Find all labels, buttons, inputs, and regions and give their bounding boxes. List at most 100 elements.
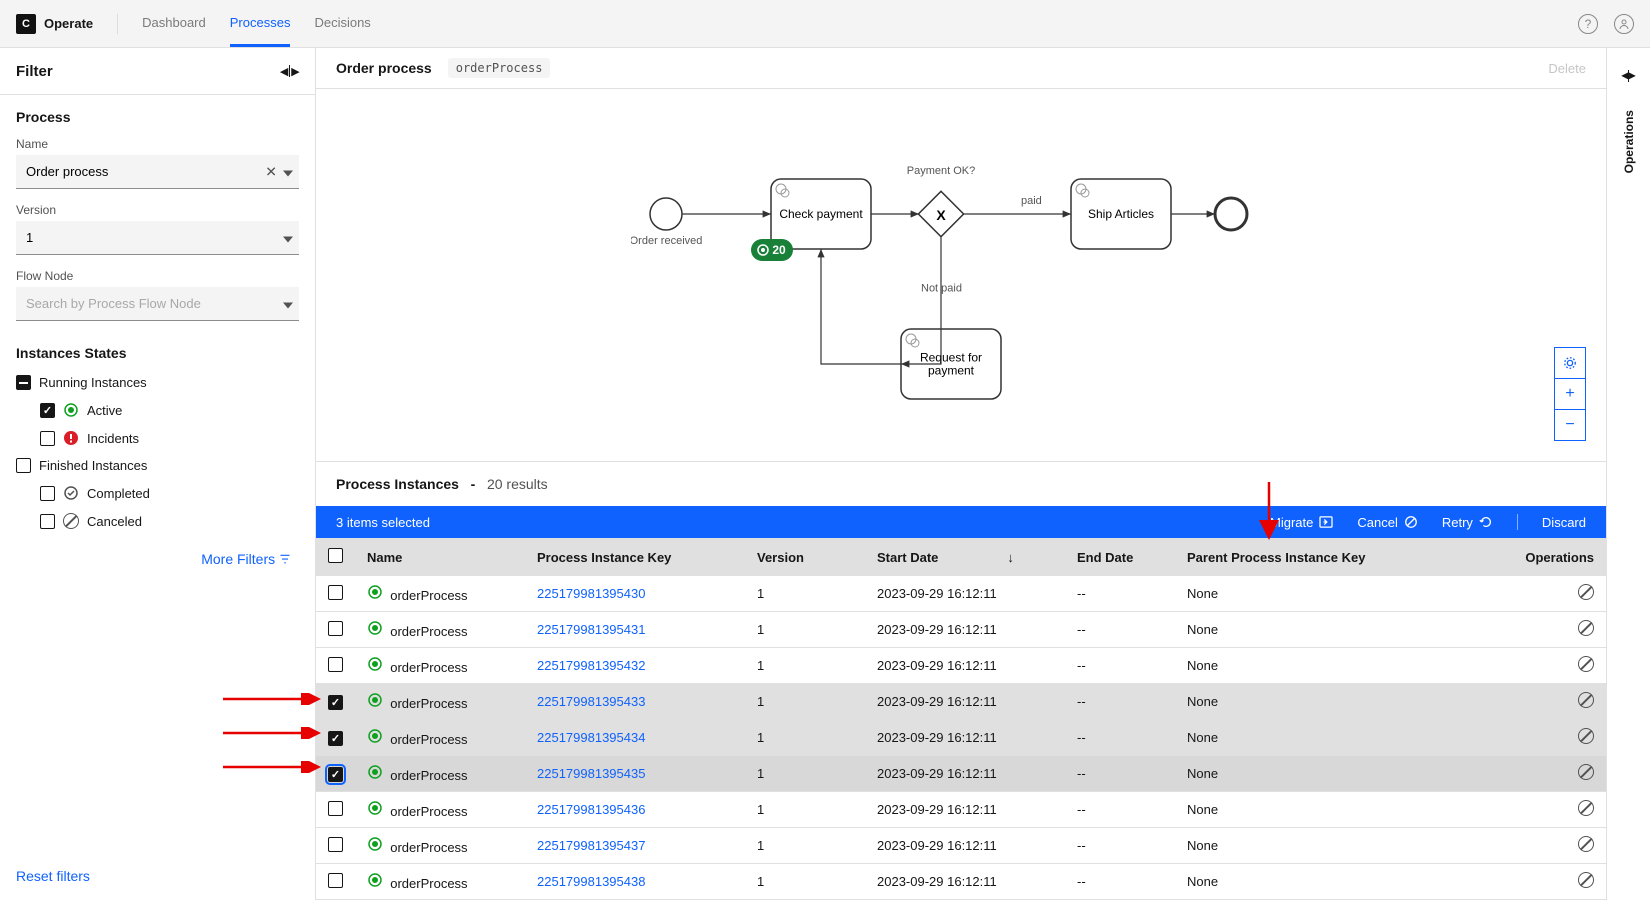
- row-checkbox[interactable]: [328, 731, 343, 746]
- table-row[interactable]: orderProcess22517998139543412023-09-29 1…: [316, 720, 1606, 756]
- finished-row[interactable]: Finished Instances: [0, 452, 315, 479]
- incidents-checkbox[interactable]: [40, 431, 55, 446]
- col-parent[interactable]: Parent Process Instance Key: [1175, 538, 1466, 576]
- running-row[interactable]: Running Instances: [0, 369, 315, 396]
- table-row[interactable]: orderProcess22517998139543612023-09-29 1…: [316, 792, 1606, 828]
- delete-link[interactable]: Delete: [1548, 61, 1586, 76]
- table-row[interactable]: orderProcess22517998139543212023-09-29 1…: [316, 648, 1606, 684]
- version-input[interactable]: [16, 221, 299, 255]
- row-checkbox[interactable]: [328, 837, 343, 852]
- cancel-instance-icon[interactable]: [1578, 764, 1594, 780]
- table-row[interactable]: orderProcess22517998139543712023-09-29 1…: [316, 828, 1606, 864]
- bpmn-diagram: Order receivedCheck payment20Request for…: [631, 129, 1291, 409]
- user-icon[interactable]: [1614, 14, 1634, 34]
- cancel-instance-icon[interactable]: [1578, 872, 1594, 888]
- row-parent: None: [1175, 792, 1466, 828]
- instance-key-link[interactable]: 225179981395438: [537, 874, 645, 889]
- flownode-chevron-icon[interactable]: [283, 297, 293, 312]
- version-chevron-icon[interactable]: [283, 231, 293, 246]
- table-row[interactable]: orderProcess22517998139543512023-09-29 1…: [316, 756, 1606, 792]
- canceled-row[interactable]: Canceled: [0, 507, 315, 535]
- running-checkbox[interactable]: [16, 375, 31, 390]
- canceled-label: Canceled: [87, 514, 142, 529]
- instance-key-link[interactable]: 225179981395436: [537, 802, 645, 817]
- table-row[interactable]: orderProcess22517998139543012023-09-29 1…: [316, 576, 1606, 612]
- instance-key-link[interactable]: 225179981395433: [537, 694, 645, 709]
- instance-key-link[interactable]: 225179981395432: [537, 658, 645, 673]
- tab-decisions[interactable]: Decisions: [314, 1, 370, 46]
- svg-text:X: X: [936, 207, 946, 223]
- cancel-instance-icon[interactable]: [1578, 656, 1594, 672]
- table-row[interactable]: orderProcess22517998139543312023-09-29 1…: [316, 684, 1606, 720]
- tab-dashboard[interactable]: Dashboard: [142, 1, 206, 46]
- table-row[interactable]: orderProcess22517998139543112023-09-29 1…: [316, 612, 1606, 648]
- cancel-button[interactable]: Cancel: [1357, 514, 1417, 530]
- instance-key-link[interactable]: 225179981395437: [537, 838, 645, 853]
- name-group: Name ✕: [0, 133, 315, 199]
- collapse-ops-icon[interactable]: ◂▸: [1622, 68, 1636, 82]
- row-checkbox[interactable]: [328, 695, 343, 710]
- svg-text:Ship Articles: Ship Articles: [1088, 207, 1154, 221]
- row-version: 1: [745, 576, 865, 612]
- row-checkbox[interactable]: [328, 801, 343, 816]
- help-icon[interactable]: ?: [1578, 14, 1598, 34]
- incidents-row[interactable]: Incidents: [0, 424, 315, 452]
- active-row[interactable]: Active: [0, 396, 315, 424]
- row-checkbox[interactable]: [328, 585, 343, 600]
- cancel-instance-icon[interactable]: [1578, 692, 1594, 708]
- active-icon: [367, 764, 383, 780]
- row-end: --: [1065, 792, 1175, 828]
- more-filters: More Filters: [0, 535, 315, 583]
- row-end: --: [1065, 612, 1175, 648]
- completed-row[interactable]: Completed: [0, 479, 315, 507]
- instance-key-link[interactable]: 225179981395434: [537, 730, 645, 745]
- top-nav: C Operate Dashboard Processes Decisions …: [0, 0, 1650, 48]
- row-start: 2023-09-29 16:12:11: [865, 612, 1065, 648]
- row-parent: None: [1175, 756, 1466, 792]
- select-all-checkbox[interactable]: [328, 548, 343, 563]
- row-checkbox[interactable]: [328, 657, 343, 672]
- canceled-checkbox[interactable]: [40, 514, 55, 529]
- instance-key-link[interactable]: 225179981395431: [537, 622, 645, 637]
- row-checkbox[interactable]: [328, 873, 343, 888]
- instance-key-link[interactable]: 225179981395435: [537, 766, 645, 781]
- discard-button[interactable]: Discard: [1542, 514, 1586, 530]
- flownode-input[interactable]: [16, 287, 299, 321]
- retry-button[interactable]: Retry: [1442, 514, 1493, 530]
- zoom-out-button[interactable]: −: [1554, 409, 1586, 441]
- process-name-input[interactable]: [16, 155, 299, 189]
- col-name[interactable]: Name: [355, 538, 525, 576]
- clear-name-icon[interactable]: ✕: [265, 164, 277, 181]
- collapse-filter-icon[interactable]: ◂▸: [280, 62, 299, 80]
- reset-filters: Reset filters: [0, 852, 315, 900]
- row-name: orderProcess: [390, 624, 467, 639]
- name-chevron-icon[interactable]: [283, 165, 293, 180]
- instance-key-link[interactable]: 225179981395430: [537, 586, 645, 601]
- active-checkbox[interactable]: [40, 403, 55, 418]
- finished-checkbox[interactable]: [16, 458, 31, 473]
- migrate-button[interactable]: Migrate: [1270, 514, 1333, 530]
- cancel-instance-icon[interactable]: [1578, 620, 1594, 636]
- row-name: orderProcess: [390, 696, 467, 711]
- zoom-in-button[interactable]: +: [1554, 378, 1586, 410]
- cancel-instance-icon[interactable]: [1578, 836, 1594, 852]
- table-row[interactable]: orderProcess22517998139543812023-09-29 1…: [316, 864, 1606, 900]
- more-filters-link[interactable]: More Filters: [201, 551, 291, 567]
- col-key[interactable]: Process Instance Key: [525, 538, 745, 576]
- cancel-instance-icon[interactable]: [1578, 728, 1594, 744]
- row-start: 2023-09-29 16:12:11: [865, 684, 1065, 720]
- completed-checkbox[interactable]: [40, 486, 55, 501]
- operations-panel[interactable]: ◂▸ Operations: [1606, 48, 1650, 900]
- row-checkbox[interactable]: [328, 621, 343, 636]
- reset-filters-link[interactable]: Reset filters: [16, 868, 90, 884]
- row-parent: None: [1175, 828, 1466, 864]
- row-end: --: [1065, 828, 1175, 864]
- tab-processes[interactable]: Processes: [230, 1, 291, 47]
- zoom-reset-button[interactable]: [1554, 347, 1586, 379]
- cancel-instance-icon[interactable]: [1578, 800, 1594, 816]
- cancel-instance-icon[interactable]: [1578, 584, 1594, 600]
- col-enddate[interactable]: End Date: [1065, 538, 1175, 576]
- col-startdate[interactable]: Start Date ↓: [865, 538, 1065, 576]
- col-version[interactable]: Version: [745, 538, 865, 576]
- row-checkbox[interactable]: [328, 767, 343, 782]
